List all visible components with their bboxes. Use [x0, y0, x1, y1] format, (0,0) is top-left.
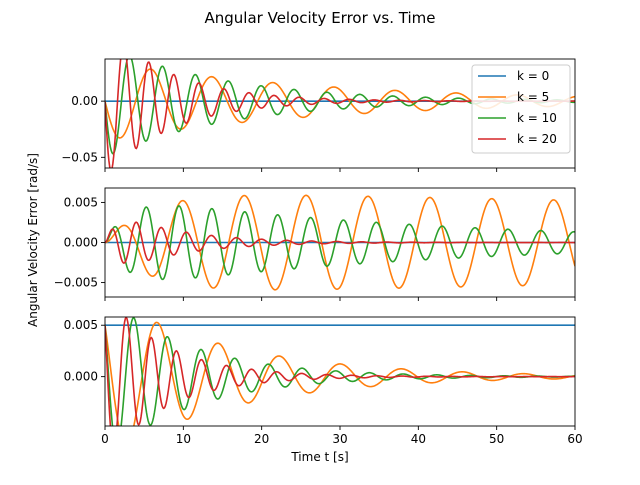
series-line-panel2-k20: [105, 221, 575, 265]
series-line-panel2-k10: [105, 205, 575, 281]
y-tick-label: −0.005: [54, 276, 98, 290]
x-tick-label: 60: [567, 432, 582, 446]
x-axis-label: Time t [s]: [290, 450, 348, 464]
series-line-panel3-k20: [105, 317, 575, 426]
panel-1: 0.00 −0.05: [61, 58, 576, 172]
legend-label: k = 5: [517, 90, 549, 104]
y-tick-label: 0.000: [64, 370, 98, 384]
y-tick-label: −0.05: [61, 150, 98, 164]
panel-2: 0.005 0.000 −0.005: [54, 187, 576, 301]
chart-title: Angular Velocity Error vs. Time: [205, 9, 436, 27]
legend-label: k = 0: [517, 69, 549, 83]
x-tick-label: 10: [176, 432, 191, 446]
series-line-panel3-k5: [105, 321, 575, 426]
legend: k = 0 k = 5 k = 10 k = 20: [471, 64, 571, 154]
x-tick-label: 0: [101, 432, 109, 446]
panel-2-series: [105, 194, 575, 291]
legend-label: k = 10: [517, 111, 557, 125]
panels-layer: 0.00 −0.05 0.005 0.000 −0.005 0.005 0.000 0 10 20…: [54, 58, 583, 446]
panel-3-series: [105, 317, 575, 426]
y-tick-label: 0.00: [71, 94, 98, 108]
y-tick-label: 0.005: [64, 318, 98, 332]
y-tick-label: 0.000: [64, 236, 98, 250]
y-axis-label: Angular Velocity Error [rad/s]: [26, 153, 40, 327]
x-tick-label: 20: [254, 432, 269, 446]
x-tick-label: 40: [411, 432, 426, 446]
series-line-panel2-k5: [105, 194, 575, 291]
x-tick-label: 50: [489, 432, 504, 446]
legend-label: k = 20: [517, 132, 557, 146]
legend-box: [471, 64, 571, 154]
panel-3: 0.005 0.000 0 10 20 30 40 50 60: [64, 316, 583, 446]
x-tick-label: 30: [332, 432, 347, 446]
y-tick-label: 0.005: [64, 195, 98, 209]
